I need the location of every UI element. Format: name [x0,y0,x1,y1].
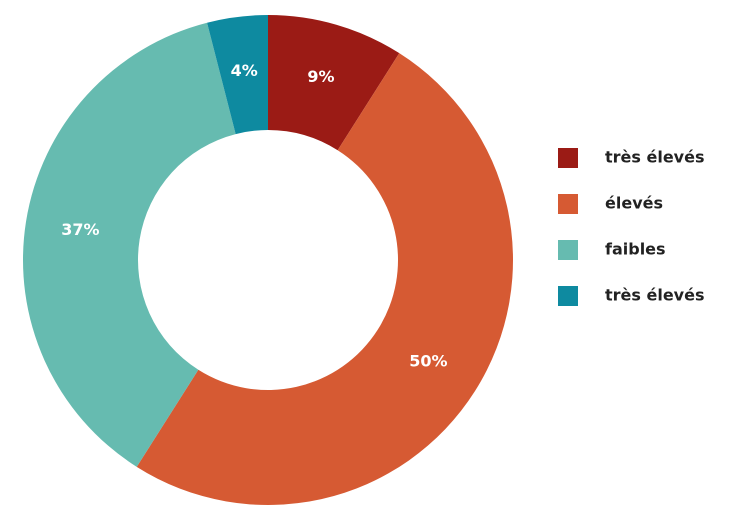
value-label: 37% [61,220,99,239]
legend-swatch [558,240,578,260]
legend-label: très élevés [605,286,704,305]
legend-label: faibles [605,240,666,259]
legend-label: très élevés [605,148,704,167]
value-label: 4% [231,61,258,80]
value-label: 9% [307,67,334,86]
slice [136,53,513,506]
legend-label: élevés [605,194,663,213]
legend-swatch [558,286,578,306]
legend-swatch [558,148,578,168]
value-label: 50% [409,351,447,370]
slice [207,15,268,135]
slice [23,22,236,467]
slice [268,15,400,151]
legend-swatch [558,194,578,214]
